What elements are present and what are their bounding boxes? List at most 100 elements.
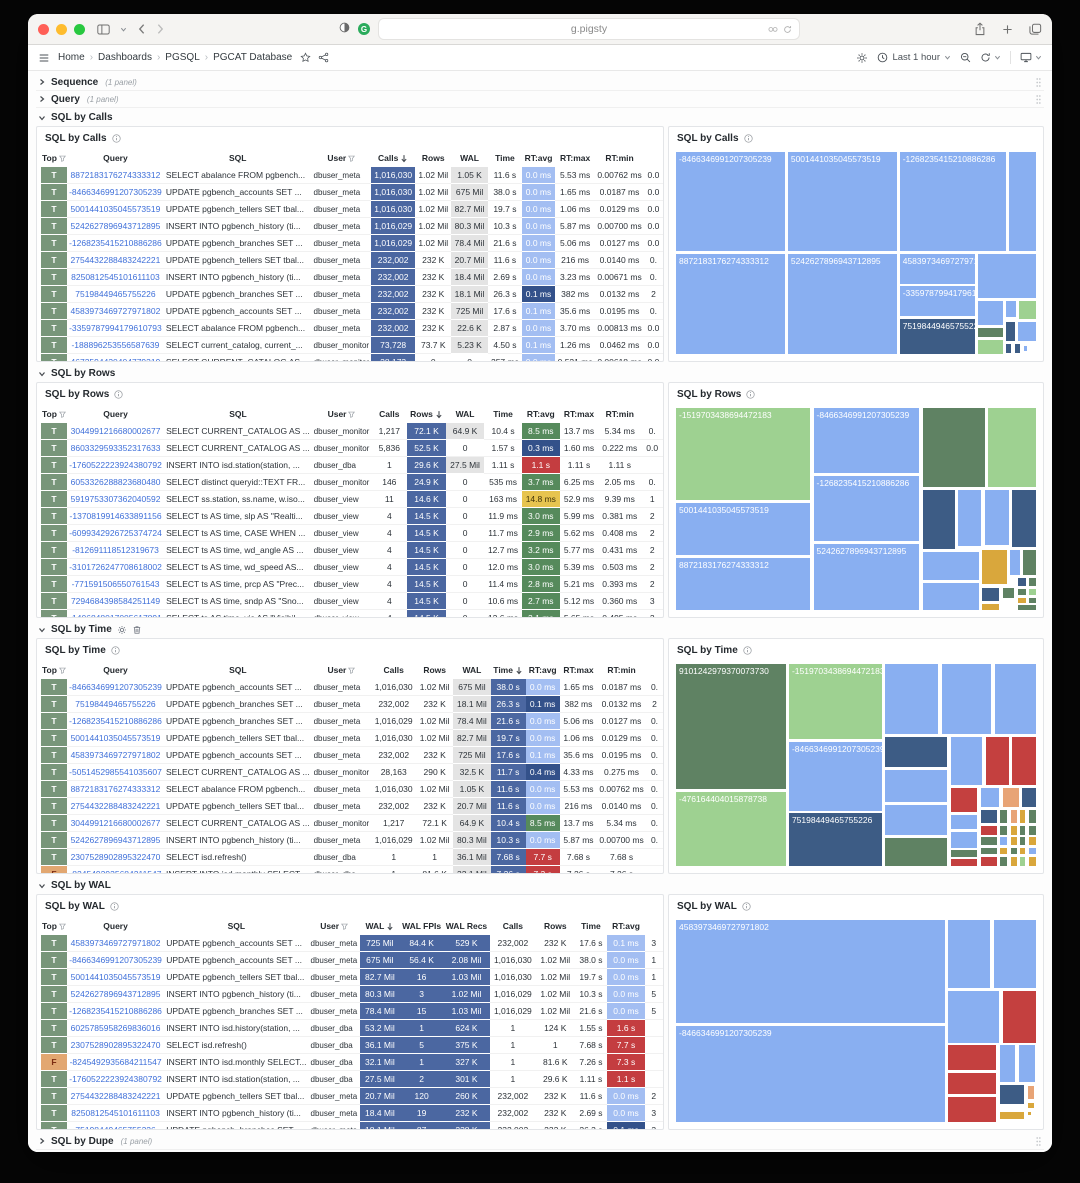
- treemap-tile[interactable]: -1268235415210886286: [812, 474, 921, 543]
- query-link[interactable]: -8466346991207305239: [66, 679, 165, 696]
- treemap-tile[interactable]: [1005, 299, 1017, 318]
- info-icon[interactable]: [110, 901, 119, 911]
- breadcrumb-item[interactable]: Home: [58, 52, 85, 63]
- share-dashboard-icon[interactable]: [318, 52, 329, 63]
- query-link[interactable]: -3101726247708618002: [66, 558, 165, 576]
- column-header-top[interactable]: Top: [41, 405, 67, 423]
- column-header-sql[interactable]: SQL: [164, 405, 312, 423]
- treemap-tile[interactable]: [1009, 855, 1018, 867]
- query-link[interactable]: 4583973469727971802: [66, 746, 165, 764]
- treemap-tile[interactable]: [998, 1044, 1017, 1083]
- section-row-sequence[interactable]: Sequence (1 panel): [36, 74, 1044, 91]
- table-scroll-area[interactable]: Top Query SQL User Calls Rows WAL Time RT:avg RT:…: [37, 405, 663, 617]
- filter-icon[interactable]: [348, 411, 356, 418]
- query-link[interactable]: 5242627896943712895: [66, 985, 165, 1003]
- column-header-time[interactable]: Time: [574, 917, 607, 935]
- info-icon[interactable]: [746, 389, 755, 399]
- treemap-tile[interactable]: [1009, 836, 1018, 846]
- column-header-rows[interactable]: Rows: [407, 405, 445, 423]
- treemap-tile[interactable]: 5242627896943712895: [786, 252, 898, 355]
- query-link[interactable]: -1268235415210886286: [66, 234, 164, 252]
- treemap-tile[interactable]: [1027, 855, 1037, 867]
- section-row-sql-by-dupe[interactable]: SQL by Dupe (1 panel): [36, 1133, 1044, 1150]
- treemap-tile[interactable]: [979, 787, 1001, 809]
- query-link[interactable]: -8466346991207305239: [66, 951, 165, 969]
- dashboard-settings-icon[interactable]: [856, 52, 868, 64]
- query-link[interactable]: 75198449465755226: [66, 695, 165, 713]
- column-header-rows[interactable]: Rows: [415, 149, 451, 167]
- treemap-tile[interactable]: [1026, 1085, 1035, 1100]
- treemap-tile[interactable]: [947, 989, 1001, 1044]
- treemap-tile[interactable]: [1008, 151, 1037, 252]
- treemap-tile[interactable]: [1009, 846, 1018, 855]
- treemap-tile[interactable]: -1519703438694472183: [787, 663, 883, 741]
- treemap-tile[interactable]: [1019, 824, 1027, 836]
- query-link[interactable]: -1268235415210886286: [66, 1002, 165, 1020]
- query-link[interactable]: 3044991216680002677: [66, 814, 165, 832]
- treemap-tile[interactable]: [1027, 846, 1037, 855]
- column-header-time[interactable]: Time: [488, 149, 522, 167]
- treemap-tile[interactable]: [1009, 549, 1022, 576]
- query-link[interactable]: 8872183176274333312: [66, 167, 164, 184]
- query-link[interactable]: 2754432288483242221: [66, 251, 164, 269]
- treemap-tile[interactable]: [940, 663, 993, 735]
- query-link[interactable]: -3359787994179610793: [66, 319, 164, 337]
- treemap-tile[interactable]: [947, 1072, 998, 1096]
- treemap-tile[interactable]: [979, 846, 998, 855]
- query-link[interactable]: 8250812545101611103: [66, 268, 164, 286]
- query-link[interactable]: 2307528902895322470: [66, 848, 165, 866]
- query-link[interactable]: 8603329593352317633: [66, 439, 165, 457]
- treemap-tile[interactable]: [1017, 1044, 1036, 1083]
- query-link[interactable]: -1760522223924380792: [66, 1070, 165, 1088]
- column-header-calls[interactable]: Calls: [371, 661, 416, 679]
- sidebar-chevron-icon[interactable]: [120, 26, 127, 33]
- query-link[interactable]: -8466346991207305239: [66, 183, 164, 201]
- column-header-rt-min[interactable]: RT:min: [597, 661, 646, 679]
- treemap-tile[interactable]: [1028, 596, 1037, 604]
- treemap-tile[interactable]: -3359787994179610793: [898, 285, 976, 317]
- treemap-tile[interactable]: [1009, 809, 1018, 825]
- treemap-tile[interactable]: [947, 1044, 998, 1072]
- column-header-query[interactable]: Query: [67, 149, 164, 167]
- treemap-tile[interactable]: -8466346991207305239: [812, 407, 921, 474]
- query-link[interactable]: 5242627896943712895: [66, 831, 165, 849]
- treemap-tile[interactable]: 4583973469727971802: [675, 919, 946, 1024]
- query-link[interactable]: 6053326288823680480: [66, 473, 165, 491]
- treemap-tile[interactable]: 5001441035045573519: [675, 502, 812, 557]
- treemap-tile[interactable]: [921, 550, 980, 581]
- treemap-tile[interactable]: [1017, 320, 1037, 343]
- treemap-tile[interactable]: [979, 824, 998, 836]
- query-link[interactable]: 6025785958269836016: [66, 1019, 165, 1037]
- treemap-tile[interactable]: [981, 586, 1001, 603]
- treemap-tile[interactable]: [1016, 596, 1027, 604]
- filter-icon[interactable]: [341, 923, 349, 930]
- treemap-tile[interactable]: [979, 855, 998, 867]
- section-header-sql-by-time[interactable]: SQL by Time: [36, 621, 1044, 638]
- treemap-tile[interactable]: [1001, 787, 1020, 809]
- column-header-sql[interactable]: SQL: [164, 917, 308, 935]
- treemap-tile[interactable]: [1022, 344, 1029, 352]
- section-header-sql-by-rows[interactable]: SQL by Rows: [36, 365, 1044, 382]
- treemap-tile[interactable]: [949, 736, 984, 787]
- treemap-tile[interactable]: [1016, 577, 1027, 587]
- treemap-tile[interactable]: [992, 919, 1037, 989]
- treemap-tile[interactable]: [1011, 736, 1037, 787]
- treemap-tile[interactable]: [884, 768, 949, 804]
- display-mode-button[interactable]: [1020, 52, 1042, 63]
- treemap-tile[interactable]: [956, 489, 983, 548]
- treemap-tile[interactable]: [949, 858, 979, 867]
- treemap-tile[interactable]: [884, 803, 949, 836]
- treemap-tile[interactable]: 75198449465755226: [787, 812, 883, 867]
- zoom-out-time-icon[interactable]: [960, 52, 971, 63]
- reader-glasses-icon[interactable]: [768, 25, 778, 33]
- query-link[interactable]: 75198449465755226: [66, 1121, 165, 1129]
- query-link[interactable]: -8245492935684211547: [66, 1053, 165, 1071]
- query-link[interactable]: -1268235415210886286: [66, 712, 165, 730]
- query-link[interactable]: 2754432288483242221: [66, 797, 165, 815]
- query-link[interactable]: 5001441035045573519: [66, 968, 165, 986]
- treemap-tile[interactable]: [921, 407, 986, 489]
- info-icon[interactable]: [111, 133, 121, 143]
- column-header-rows[interactable]: Rows: [416, 661, 453, 679]
- column-header-rt-max[interactable]: RT:max: [560, 405, 598, 423]
- treemap-tile[interactable]: 5242627896943712895: [812, 542, 921, 611]
